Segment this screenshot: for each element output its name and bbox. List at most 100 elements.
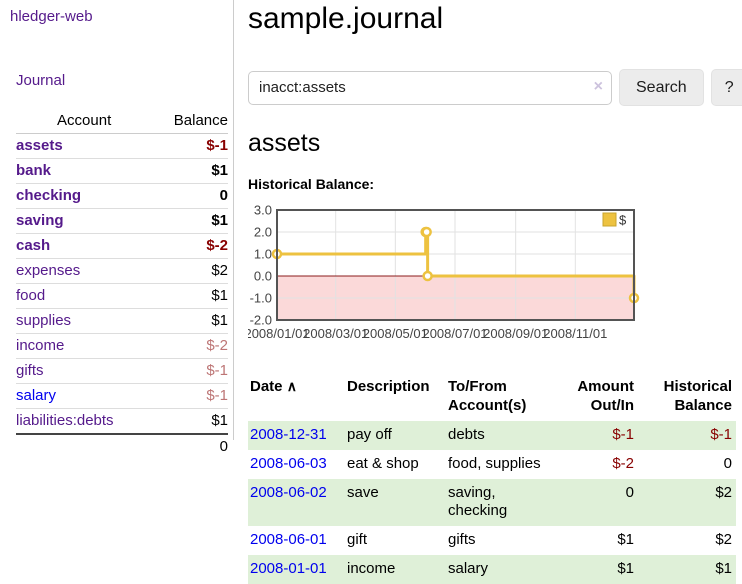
account-balance: $1 <box>152 408 228 434</box>
transaction-accounts: gifts <box>448 531 476 548</box>
transactions-header-row: Date ∧ Description To/From Account(s) Am… <box>248 375 736 421</box>
account-balance: $1 <box>152 208 228 234</box>
account-balance: $1 <box>152 158 228 184</box>
transaction-balance: $-1 <box>710 426 732 443</box>
transaction-description: save <box>347 484 379 501</box>
account-link-cash[interactable]: cash <box>16 237 51 254</box>
amount-column-header: Amount Out/In <box>577 378 634 414</box>
account-row-income: income $-2 <box>16 333 228 359</box>
account-balance: 0 <box>152 183 228 209</box>
transaction-description: eat & shop <box>347 455 419 472</box>
transaction-row[interactable]: 2008-06-02 save saving, checking 0 $2 <box>248 479 736 526</box>
search-input[interactable] <box>248 70 612 105</box>
account-link-liabilities-debts[interactable]: liabilities:debts <box>16 412 114 429</box>
balance-column-header: Historical Balance <box>663 378 732 414</box>
svg-text:3.0: 3.0 <box>254 203 272 218</box>
transaction-date-link[interactable]: 2008-06-01 <box>250 531 327 548</box>
historical-balance-chart[interactable]: 3.0 2.0 1.0 0.0 -1.0 -2.0 2008/01/01 2008/03/01… <box>244 201 742 347</box>
account-balance: $2 <box>152 258 228 284</box>
transaction-accounts: salary <box>448 560 489 577</box>
account-link-checking[interactable]: checking <box>16 187 82 204</box>
date-column-header[interactable]: Date ∧ <box>250 378 297 395</box>
chart-label: Historical Balance: <box>248 176 375 192</box>
transaction-date-link[interactable]: 2008-06-02 <box>250 484 327 501</box>
account-balance: $1 <box>152 308 228 334</box>
account-link-food[interactable]: food <box>16 287 46 304</box>
account-balance: $-1 <box>152 383 228 409</box>
svg-text:2008/09/01: 2008/09/01 <box>483 326 548 341</box>
transaction-accounts: saving, checking <box>448 484 508 519</box>
account-balance: $1 <box>152 283 228 309</box>
transaction-amount: $1 <box>617 560 634 577</box>
account-row-supplies: supplies $1 <box>16 308 228 334</box>
transaction-date-link[interactable]: 2008-01-01 <box>250 560 327 577</box>
transaction-balance: $1 <box>715 560 732 577</box>
svg-text:2008/05/01: 2008/05/01 <box>363 326 428 341</box>
account-row-saving: saving $1 <box>16 208 228 234</box>
account-link-income[interactable]: income <box>16 337 65 354</box>
main-content: sample.journal × Search ? assets Histori… <box>244 0 742 584</box>
app-title-link[interactable]: hledger-web <box>10 8 93 25</box>
transaction-row[interactable]: 2008-06-03 eat & shop food, supplies $-2… <box>248 450 736 479</box>
help-button[interactable]: ? <box>710 69 742 106</box>
account-row-liabilities-debts: liabilities:debts $1 <box>16 408 228 434</box>
transactions-table: Date ∧ Description To/From Account(s) Am… <box>248 375 736 584</box>
account-link-saving[interactable]: saving <box>16 212 64 229</box>
svg-text:2008/11/01: 2008/11/01 <box>543 326 607 341</box>
account-link-salary[interactable]: salary <box>16 387 57 404</box>
transaction-amount: $1 <box>617 531 634 548</box>
search-button[interactable]: Search <box>619 69 704 106</box>
transaction-accounts: debts <box>448 426 485 443</box>
transaction-date-link[interactable]: 2008-06-03 <box>250 455 327 472</box>
balance-column-header: Balance <box>152 110 228 134</box>
account-balance: $-1 <box>152 358 228 384</box>
account-row-expenses: expenses $2 <box>16 258 228 284</box>
transaction-accounts: food, supplies <box>448 455 541 472</box>
account-row-food: food $1 <box>16 283 228 309</box>
transaction-row[interactable]: 2008-12-31 pay off debts $-1 $-1 <box>248 421 736 450</box>
transaction-balance: $2 <box>715 531 732 548</box>
transaction-balance: 0 <box>723 455 732 472</box>
svg-text:1.0: 1.0 <box>254 247 272 262</box>
transaction-amount: $-1 <box>612 426 634 443</box>
account-link-bank[interactable]: bank <box>16 162 52 179</box>
transaction-description: income <box>347 560 396 577</box>
account-row-assets: assets $-1 <box>16 134 228 159</box>
account-link-supplies[interactable]: supplies <box>16 312 72 329</box>
transaction-description: pay off <box>347 426 392 443</box>
transaction-balance: $2 <box>715 484 732 501</box>
account-page-title: assets <box>248 129 321 157</box>
svg-text:-1.0: -1.0 <box>250 291 272 306</box>
svg-text:2.0: 2.0 <box>254 225 272 240</box>
account-link-expenses[interactable]: expenses <box>16 262 81 279</box>
svg-text:2008/01/01: 2008/01/01 <box>248 326 310 341</box>
accounts-table-header: Account Balance <box>16 110 228 134</box>
account-row-checking: checking 0 <box>16 183 228 209</box>
transaction-amount: 0 <box>625 484 634 501</box>
account-column-header: Account <box>16 110 153 134</box>
transaction-row[interactable]: 2008-06-01 gift gifts $1 $2 <box>248 526 736 555</box>
accounts-total-row: 0 <box>16 433 228 459</box>
page-title: sample.journal <box>248 2 444 35</box>
transaction-description: gift <box>347 531 368 548</box>
transaction-amount: $-2 <box>612 455 634 472</box>
svg-text:0.0: 0.0 <box>254 269 272 284</box>
accounts-total-balance: 0 <box>152 433 228 459</box>
sort-ascending-icon: ∧ <box>286 378 297 394</box>
account-row-salary: salary $-1 <box>16 383 228 409</box>
svg-text:2008/03/01: 2008/03/01 <box>303 326 368 341</box>
svg-text:-2.0: -2.0 <box>250 313 272 328</box>
accounts-column-header: To/From Account(s) <box>448 378 527 414</box>
sidebar-item-journal[interactable]: Journal <box>16 72 66 89</box>
transaction-row[interactable]: 2008-01-01 income salary $1 $1 <box>248 555 736 584</box>
account-link-gifts[interactable]: gifts <box>16 362 44 379</box>
account-balance: $-1 <box>206 137 228 154</box>
account-balance: $-2 <box>152 333 228 359</box>
account-link-assets[interactable]: assets <box>16 137 63 154</box>
clear-search-icon[interactable]: × <box>593 77 603 95</box>
chart-legend-label: $ <box>619 213 627 228</box>
accounts-table: Account Balance assets $-1 bank $1 check… <box>16 110 228 459</box>
account-row-bank: bank $1 <box>16 158 228 184</box>
search-form: × Search ? <box>248 69 742 106</box>
transaction-date-link[interactable]: 2008-12-31 <box>250 426 327 443</box>
